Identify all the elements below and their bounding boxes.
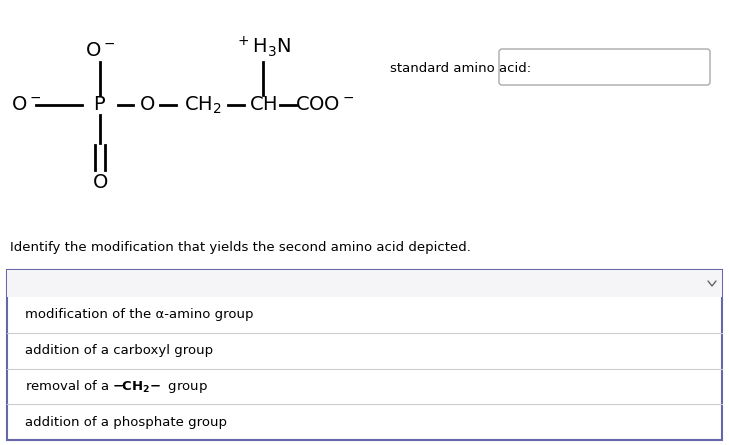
Text: Identify the modification that yields the second amino acid depicted.: Identify the modification that yields th… <box>10 242 471 255</box>
Text: $\mathsf{COO}^-$: $\mathsf{COO}^-$ <box>295 96 354 114</box>
Text: $\mathsf{CH}$: $\mathsf{CH}$ <box>249 96 277 114</box>
Text: $\mathsf{CH}_2$: $\mathsf{CH}_2$ <box>184 94 222 116</box>
Text: standard amino acid:: standard amino acid: <box>390 61 531 74</box>
Text: modification of the α-amino group: modification of the α-amino group <box>25 308 254 321</box>
Text: $\mathsf{O}$: $\mathsf{O}$ <box>139 96 155 114</box>
Text: addition of a carboxyl group: addition of a carboxyl group <box>25 344 213 357</box>
Text: removal of a $\mathbf{-\!CH_2\!-}$ group: removal of a $\mathbf{-\!CH_2\!-}$ group <box>25 378 208 395</box>
Text: $\mathsf{O}^-$: $\mathsf{O}^-$ <box>85 40 115 60</box>
Text: $\mathsf{O}$: $\mathsf{O}$ <box>92 174 108 193</box>
FancyBboxPatch shape <box>499 49 710 85</box>
Text: $\mathsf{P}$: $\mathsf{P}$ <box>93 96 106 114</box>
Bar <box>7 270 722 297</box>
Text: addition of a phosphate group: addition of a phosphate group <box>25 416 227 429</box>
Text: $\mathsf{^+H_3N}$: $\mathsf{^+H_3N}$ <box>235 35 291 59</box>
Text: $\mathsf{O}^-$: $\mathsf{O}^-$ <box>11 96 41 114</box>
FancyBboxPatch shape <box>7 270 722 440</box>
